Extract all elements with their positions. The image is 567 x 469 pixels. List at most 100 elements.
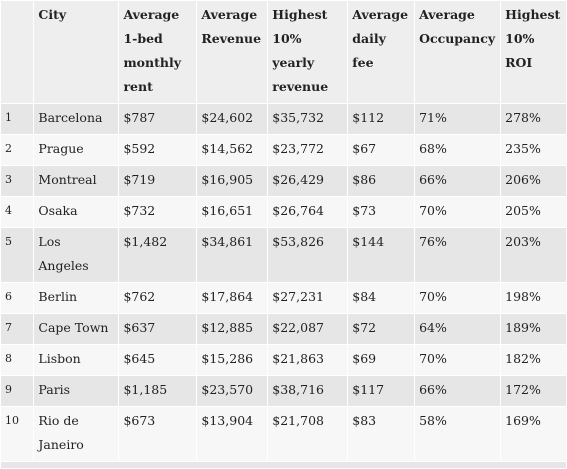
revenue-cell: $13,904 <box>196 406 269 462</box>
rank-cell: 4 <box>0 196 35 228</box>
roi-cell: 182% <box>500 344 567 376</box>
occupancy-cell: 66% <box>414 375 502 407</box>
rent-cell: $1,482 <box>118 227 198 283</box>
occupancy-cell: 64% <box>414 313 502 345</box>
daily-fee-cell: $83 <box>347 406 416 462</box>
rent-cell: $637 <box>118 313 198 345</box>
revenue-cell: $12,885 <box>196 313 269 345</box>
daily-fee-cell: $144 <box>347 227 416 283</box>
revenue-cell: $14,562 <box>196 134 269 166</box>
top-revenue-cell: $35,732 <box>267 103 349 135</box>
header-avg-occupancy: Average Occupancy <box>414 0 502 104</box>
table-row: 2 Prague $592 $14,562 $23,772 $67 68% 23… <box>0 134 567 166</box>
rent-cell: $1,185 <box>118 375 198 407</box>
revenue-cell: $16,651 <box>196 196 269 228</box>
top-revenue-cell: $53,826 <box>267 227 349 283</box>
city-cell: Lisbon <box>33 344 120 376</box>
header-top10-revenue: Highest 10% yearly revenue <box>267 0 349 104</box>
daily-fee-cell: $69 <box>347 344 416 376</box>
revenue-cell: $23,570 <box>196 375 269 407</box>
rent-cell: $787 <box>118 103 198 135</box>
header-row: City Average 1-bed monthly rent Average … <box>0 0 567 104</box>
roi-cell: 198% <box>500 282 567 314</box>
city-cell: Los Angeles <box>33 227 120 283</box>
rent-cell: $762 <box>118 282 198 314</box>
table-row: 10 Rio de Janeiro $673 $13,904 $21,708 $… <box>0 406 567 462</box>
table-row: 9 Paris $1,185 $23,570 $38,716 $117 66% … <box>0 375 567 407</box>
rent-cell: $592 <box>118 134 198 166</box>
header-avg-daily-fee: Average daily fee <box>347 0 416 104</box>
rank-cell: 2 <box>0 134 35 166</box>
city-cell: Berlin <box>33 282 120 314</box>
revenue-cell: $15,286 <box>196 344 269 376</box>
table-row: 1 Barcelona $787 $24,602 $35,732 $112 71… <box>0 103 567 135</box>
rank-cell: 5 <box>0 227 35 283</box>
roi-cell: 205% <box>500 196 567 228</box>
occupancy-cell: 58% <box>414 406 502 462</box>
rank-cell: 10 <box>0 406 35 462</box>
revenue-cell: $24,602 <box>196 103 269 135</box>
roi-cell: 206% <box>500 165 567 197</box>
rank-cell: 1 <box>0 103 35 135</box>
revenue-cell: $17,864 <box>196 282 269 314</box>
city-cell: Osaka <box>33 196 120 228</box>
table-row: 8 Lisbon $645 $15,286 $21,863 $69 70% 18… <box>0 344 567 376</box>
header-rank <box>0 0 35 104</box>
table-row: 7 Cape Town $637 $12,885 $22,087 $72 64%… <box>0 313 567 345</box>
roi-cell: 203% <box>500 227 567 283</box>
city-cell: Paris <box>33 375 120 407</box>
city-cell: Montreal <box>33 165 120 197</box>
top-revenue-cell: $26,764 <box>267 196 349 228</box>
header-top10-roi: Highest 10% ROI <box>500 0 567 104</box>
roi-cell: 235% <box>500 134 567 166</box>
top-revenue-cell: $22,087 <box>267 313 349 345</box>
rent-cell: $732 <box>118 196 198 228</box>
rent-cell: $645 <box>118 344 198 376</box>
daily-fee-cell: $112 <box>347 103 416 135</box>
occupancy-cell: 71% <box>414 103 502 135</box>
table-row-partial <box>0 461 567 469</box>
rank-cell: 9 <box>0 375 35 407</box>
header-city: City <box>33 0 120 104</box>
city-cell: Rio de Janeiro <box>33 406 120 462</box>
occupancy-cell: 70% <box>414 344 502 376</box>
header-avg-rent: Average 1-bed monthly rent <box>118 0 198 104</box>
partial-row-cell <box>0 461 567 469</box>
city-cell: Cape Town <box>33 313 120 345</box>
table-row: 3 Montreal $719 $16,905 $26,429 $86 66% … <box>0 165 567 197</box>
roi-cell: 169% <box>500 406 567 462</box>
top-revenue-cell: $21,708 <box>267 406 349 462</box>
occupancy-cell: 68% <box>414 134 502 166</box>
table-row: 6 Berlin $762 $17,864 $27,231 $84 70% 19… <box>0 282 567 314</box>
revenue-cell: $34,861 <box>196 227 269 283</box>
table-row: 4 Osaka $732 $16,651 $26,764 $73 70% 205… <box>0 196 567 228</box>
header-avg-revenue: Average Revenue <box>196 0 269 104</box>
table-row: 5 Los Angeles $1,482 $34,861 $53,826 $14… <box>0 227 567 283</box>
rank-cell: 6 <box>0 282 35 314</box>
occupancy-cell: 70% <box>414 282 502 314</box>
occupancy-cell: 76% <box>414 227 502 283</box>
occupancy-cell: 70% <box>414 196 502 228</box>
rent-cell: $673 <box>118 406 198 462</box>
rent-cell: $719 <box>118 165 198 197</box>
revenue-cell: $16,905 <box>196 165 269 197</box>
rank-cell: 8 <box>0 344 35 376</box>
daily-fee-cell: $72 <box>347 313 416 345</box>
top-revenue-cell: $26,429 <box>267 165 349 197</box>
city-cell: Prague <box>33 134 120 166</box>
top-revenue-cell: $21,863 <box>267 344 349 376</box>
top-revenue-cell: $23,772 <box>267 134 349 166</box>
roi-cell: 172% <box>500 375 567 407</box>
city-cell: Barcelona <box>33 103 120 135</box>
occupancy-cell: 66% <box>414 165 502 197</box>
daily-fee-cell: $84 <box>347 282 416 314</box>
daily-fee-cell: $86 <box>347 165 416 197</box>
roi-cell: 189% <box>500 313 567 345</box>
rank-cell: 7 <box>0 313 35 345</box>
daily-fee-cell: $73 <box>347 196 416 228</box>
daily-fee-cell: $117 <box>347 375 416 407</box>
daily-fee-cell: $67 <box>347 134 416 166</box>
top-revenue-cell: $27,231 <box>267 282 349 314</box>
rank-cell: 3 <box>0 165 35 197</box>
